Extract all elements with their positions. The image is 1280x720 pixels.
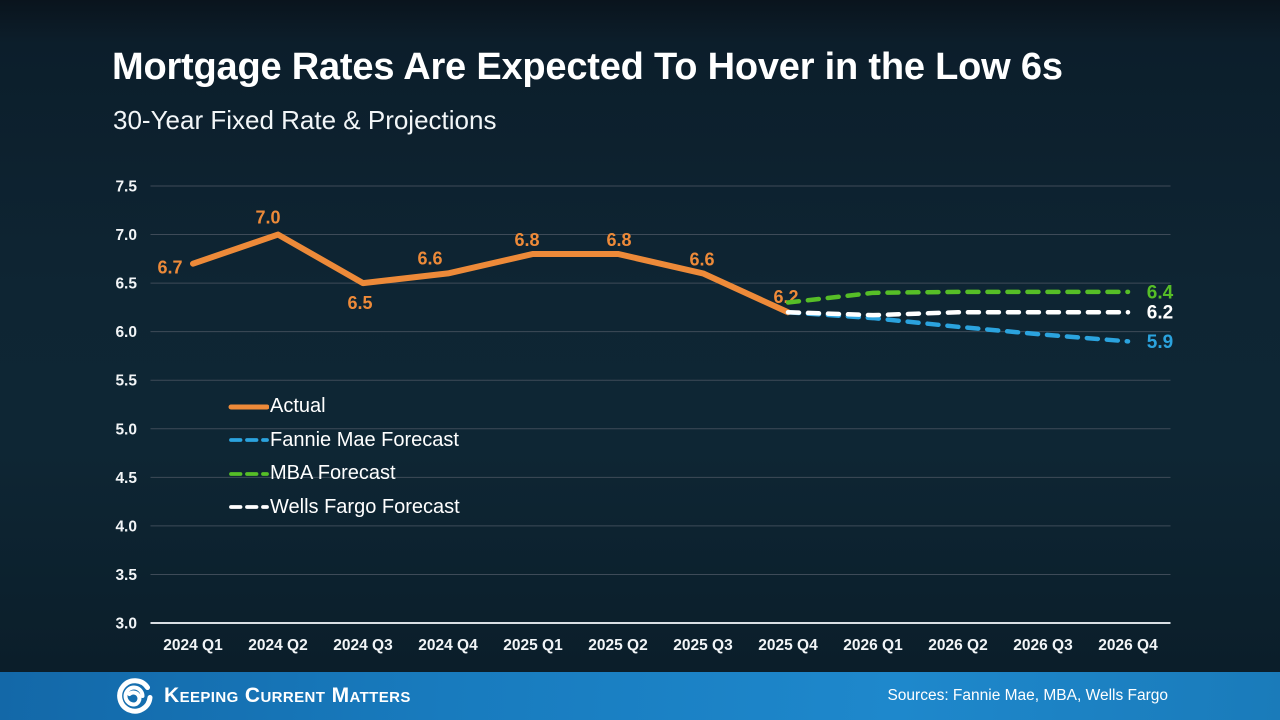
data-label: 6.6 xyxy=(689,249,714,269)
kcm-brand: Keeping Current Matters xyxy=(114,672,411,720)
legend-item-fannie-mae-forecast: Fannie Mae Forecast xyxy=(228,424,460,458)
page-title: Mortgage Rates Are Expected To Hover in … xyxy=(112,46,1063,88)
legend-item-actual: Actual xyxy=(228,390,460,424)
legend-label: Actual xyxy=(270,395,326,418)
legend-label: Wells Fargo Forecast xyxy=(270,495,460,518)
y-tick-label: 7.0 xyxy=(115,227,137,244)
x-tick-label: 2025 Q4 xyxy=(758,637,818,654)
x-tick-label: 2026 Q4 xyxy=(1098,637,1158,654)
y-tick-label: 3.5 xyxy=(115,567,137,584)
mortgage-rates-line-chart: 3.0 3.5 4.0 4.5 5.0 5.5 6.0 6.5 7.0 7.5 2024 Q1 202… xyxy=(115,179,1174,655)
y-tick-label: 5.0 xyxy=(115,421,137,438)
legend-item-wells-fargo-forecast: Wells Fargo Forecast xyxy=(228,491,460,525)
legend-line-swatch-icon xyxy=(228,404,269,410)
data-label: 7.0 xyxy=(255,208,280,228)
series-line-wells-fargo-forecast xyxy=(785,309,1131,318)
y-tick-label: 6.5 xyxy=(115,276,137,293)
series-end-label: 5.9 xyxy=(1147,332,1173,353)
sources-text: Sources: Fannie Mae, MBA, Wells Fargo xyxy=(887,687,1168,704)
data-label: 6.8 xyxy=(606,230,631,250)
series-end-label: 6.2 xyxy=(1147,303,1173,324)
x-tick-label: 2026 Q3 xyxy=(1013,637,1073,654)
chart-legend: Actual Fannie Mae Forecast MBA Forecast Wel… xyxy=(228,390,460,524)
brand-name: Keeping Current Matters xyxy=(164,684,411,707)
y-tick-label: 3.0 xyxy=(115,616,137,633)
x-tick-label: 2026 Q1 xyxy=(843,637,903,654)
legend-label: Fannie Mae Forecast xyxy=(270,428,459,451)
data-label: 6.2 xyxy=(773,287,798,307)
data-label: 6.5 xyxy=(347,293,372,313)
legend-line-swatch-icon xyxy=(229,438,269,443)
y-tick-label: 5.5 xyxy=(115,373,137,390)
legend-item-mba-forecast: MBA Forecast xyxy=(228,457,460,491)
y-tick-label: 6.0 xyxy=(115,324,137,341)
x-tick-label: 2024 Q1 xyxy=(163,637,223,654)
x-tick-label: 2025 Q3 xyxy=(673,637,733,654)
footer-bar: Keeping Current Matters Sources: Fannie … xyxy=(0,672,1280,720)
legend-label: MBA Forecast xyxy=(270,462,396,485)
series-line-fannie-mae-forecast xyxy=(785,309,1131,344)
kcm-swirl-logo-icon xyxy=(117,678,153,714)
x-tick-label: 2026 Q2 xyxy=(928,637,987,654)
x-tick-label: 2024 Q2 xyxy=(248,637,307,654)
chart-subtitle: 30-Year Fixed Rate & Projections xyxy=(113,105,497,135)
data-label: 6.7 xyxy=(157,258,182,278)
x-tick-label: 2025 Q2 xyxy=(588,637,647,654)
data-label: 6.6 xyxy=(417,248,442,268)
y-tick-label: 7.5 xyxy=(115,179,137,196)
y-tick-label: 4.5 xyxy=(115,470,137,487)
series-line-actual xyxy=(190,231,791,316)
y-tick-label: 4.0 xyxy=(115,518,137,535)
x-tick-label: 2024 Q4 xyxy=(418,637,478,654)
x-tick-label: 2025 Q1 xyxy=(503,637,563,654)
legend-line-swatch-icon xyxy=(229,471,269,476)
x-tick-label: 2024 Q3 xyxy=(333,637,393,654)
legend-line-swatch-icon xyxy=(229,505,269,510)
data-label: 6.8 xyxy=(514,230,539,250)
series-end-label: 6.4 xyxy=(1147,282,1174,303)
series-line-mba-forecast xyxy=(785,289,1131,305)
